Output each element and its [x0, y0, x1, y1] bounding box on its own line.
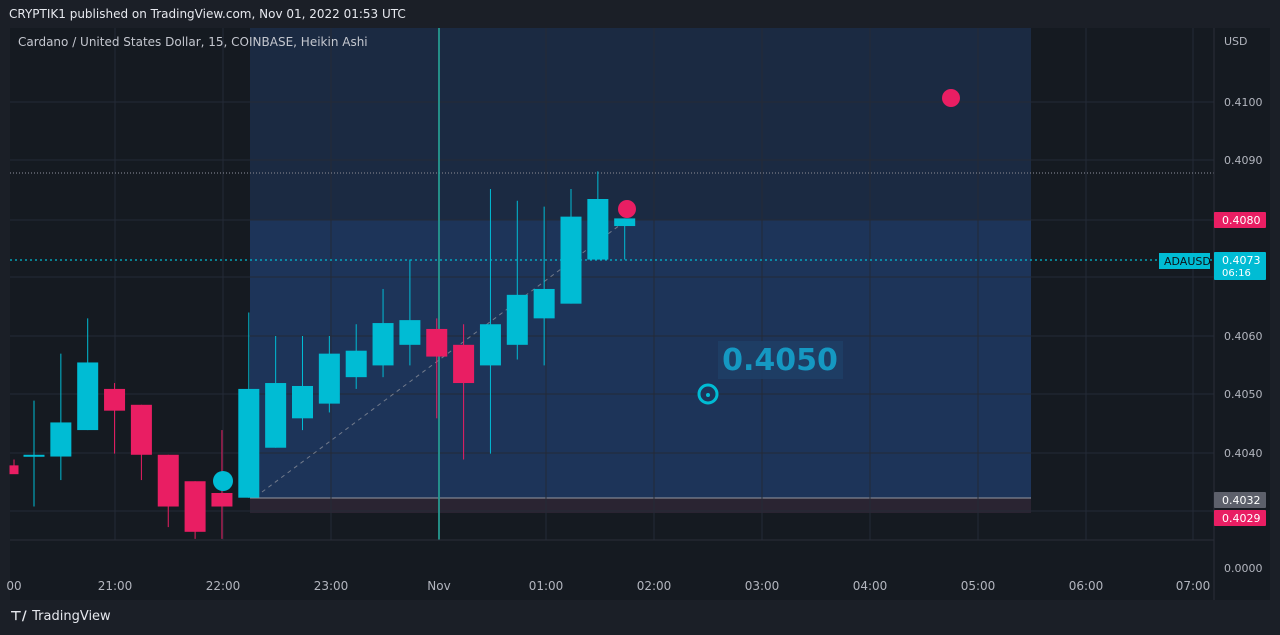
x-tick-label: Nov	[427, 579, 450, 593]
currency-label: USD	[1224, 35, 1248, 48]
countdown-label: 06:16	[1222, 268, 1251, 279]
publish-info: CRYPTIK1 published on TradingView.com, N…	[9, 7, 406, 21]
candle-body	[479, 324, 501, 366]
x-tick-label: 01:00	[529, 579, 564, 593]
sell-signal-marker	[942, 89, 960, 107]
publish-header: CRYPTIK1 published on TradingView.com, N…	[0, 0, 1280, 28]
target-ring-dot	[706, 393, 710, 397]
price-chart[interactable]: 0.4050 Cardano / United States Dollar, 15…	[0, 0, 1280, 600]
y-tick-label: 0.4050	[1224, 388, 1263, 401]
candle-body	[614, 218, 636, 227]
range-box-lower	[250, 220, 1031, 498]
candle-body	[77, 362, 99, 431]
chart-title: Cardano / United States Dollar, 15, COIN…	[18, 35, 368, 49]
candle-body	[157, 454, 179, 507]
price-label-box	[1214, 492, 1266, 508]
candle-body	[560, 216, 582, 304]
price-label-box	[1214, 252, 1266, 280]
x-tick-label: 07:00	[1176, 579, 1211, 593]
tradingview-logo-icon: ⊤∕	[10, 609, 27, 624]
tradingview-logo-text: TradingView	[32, 609, 111, 624]
candle-body	[587, 198, 609, 260]
range-box-upper	[250, 28, 1031, 220]
price-label-text: 0.4029	[1222, 512, 1261, 525]
candle-body	[9, 465, 19, 475]
candle-body	[265, 383, 287, 448]
candle-body	[318, 353, 340, 404]
candle-body	[399, 320, 421, 345]
x-tick-label: 04:00	[853, 579, 888, 593]
x-tick-label: 21:00	[98, 579, 133, 593]
symbol-tag: ADAUSD	[1164, 255, 1211, 268]
buy-signal-marker	[213, 471, 233, 491]
candle-body	[533, 288, 555, 319]
candle-body	[292, 385, 313, 419]
candle-body	[506, 294, 528, 345]
range-box-bottom	[250, 498, 1031, 513]
x-tick-label: 00	[6, 579, 21, 593]
sell-signal-marker	[618, 200, 636, 218]
candle-body	[104, 388, 126, 411]
y-tick-label: 0.4040	[1224, 447, 1263, 460]
price-label-text: 0.4032	[1222, 494, 1261, 507]
x-tick-label: 05:00	[961, 579, 996, 593]
x-tick-label: 06:00	[1069, 579, 1104, 593]
x-tick-label: 02:00	[637, 579, 672, 593]
y-tick-label: 0.0000	[1224, 562, 1263, 575]
price-label-box	[1214, 510, 1266, 526]
y-tick-label: 0.4060	[1224, 330, 1263, 343]
candle-body	[184, 481, 206, 532]
annotation-box	[718, 341, 843, 379]
footer	[0, 600, 1280, 635]
price-label-text: 0.4073	[1222, 254, 1261, 267]
candle-body	[345, 350, 367, 378]
candle-body	[238, 388, 260, 498]
price-label-box	[1214, 212, 1266, 228]
price-label-text: 0.4080	[1222, 214, 1261, 227]
trend-line	[261, 224, 621, 493]
y-tick-label: 0.4090	[1224, 154, 1263, 167]
candle-body	[23, 454, 45, 457]
y-tick-label: 0.4100	[1224, 96, 1263, 109]
x-tick-label: 22:00	[206, 579, 241, 593]
candle-body	[372, 323, 394, 366]
candle-body	[50, 422, 72, 457]
candle-body	[453, 344, 475, 384]
annotation-price: 0.4050	[722, 343, 838, 378]
candle-body	[130, 404, 152, 455]
symbol-tag-box	[1159, 253, 1210, 269]
tradingview-logo[interactable]: ⊤∕ TradingView	[10, 609, 111, 624]
x-tick-label: 03:00	[745, 579, 780, 593]
candle-body	[426, 328, 448, 357]
candle-body	[211, 492, 233, 507]
x-tick-label: 23:00	[314, 579, 349, 593]
